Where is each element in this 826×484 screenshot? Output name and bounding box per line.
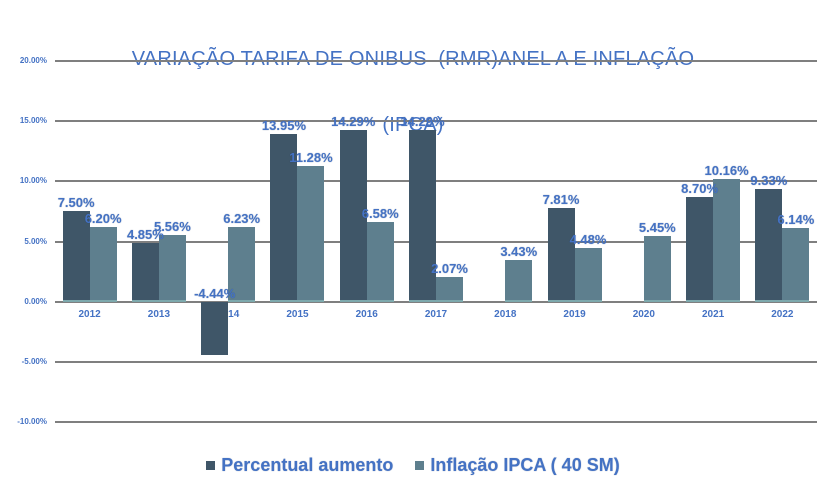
x-axis-year-label: 2012 — [78, 308, 101, 320]
bar-2018-inflacao-ipca-40-sm — [505, 260, 533, 302]
bar-2021-inflacao-ipca-40-sm — [713, 179, 741, 302]
y-axis-tick-label: 5.00% — [24, 236, 47, 246]
legend-item-inflacao-ipca-40-sm: Inflação IPCA ( 40 SM) — [415, 455, 620, 476]
legend-label: Inflação IPCA ( 40 SM) — [430, 455, 620, 475]
legend-marker-icon — [206, 461, 216, 470]
x-axis-year-label: 2020 — [632, 308, 655, 320]
bar-value-label: 6.14% — [777, 211, 815, 227]
bar-value-label: 4.85% — [126, 227, 164, 243]
gridline — [55, 300, 817, 303]
legend-marker-icon — [415, 461, 425, 470]
y-axis-tick-label: -10.00% — [17, 417, 47, 426]
bar-value-label: 8.70% — [681, 180, 719, 196]
bar-value-label: 6.58% — [361, 206, 399, 222]
y-axis-tick-label: 0.00% — [24, 296, 47, 306]
gridline — [55, 421, 817, 423]
bar-value-label: 14.29% — [331, 113, 376, 129]
bar-2015-inflacao-ipca-40-sm — [297, 165, 325, 302]
bar-value-label: 6.20% — [84, 211, 122, 227]
x-axis-year-label: 2016 — [355, 308, 378, 320]
bar-value-label: 2.07% — [431, 260, 468, 276]
bar-2014-inflacao-ipca-40-sm — [228, 226, 256, 302]
gridline — [55, 360, 817, 363]
legend-item-percentual-aumento: Percentual aumento — [206, 455, 393, 476]
x-axis-year-label: 2022 — [771, 308, 794, 320]
chart-title: VARIAÇÃO TARIFA DE ONIBUS (RMR)ANEL A E … — [0, 4, 826, 180]
bar-value-label: 6.23% — [223, 210, 261, 226]
x-axis-year-label: 2021 — [701, 308, 725, 320]
x-axis-year-label: 2019 — [563, 308, 586, 320]
y-axis-tick-label: 10.00% — [19, 176, 47, 186]
gridline — [55, 120, 817, 123]
bar-value-label: 5.56% — [153, 218, 191, 234]
bar-value-label: 9.33% — [750, 173, 788, 189]
bar-2019-inflacao-ipca-40-sm — [574, 247, 602, 302]
x-axis-year-label: 2017 — [424, 308, 448, 320]
bar-2017-percentual-aumento — [409, 129, 436, 302]
bar-value-label: 14.29% — [400, 113, 445, 129]
bar-2012-inflacao-ipca-40-sm — [89, 227, 117, 302]
bar-2013-inflacao-ipca-40-sm — [158, 234, 186, 302]
bar-value-label: -4.44% — [194, 285, 236, 301]
bar-2015-percentual-aumento — [270, 133, 298, 302]
chart-title-line1: VARIAÇÃO TARIFA DE ONIBUS (RMR)ANEL A E … — [131, 48, 695, 70]
gridline — [55, 240, 817, 243]
x-axis-year-label: 2013 — [147, 308, 171, 320]
y-axis-tick-label: 15.00% — [19, 116, 47, 126]
bar-2017-inflacao-ipca-40-sm — [436, 276, 463, 302]
bar-value-label: 5.45% — [638, 220, 676, 236]
bar-value-label: 4.48% — [569, 231, 607, 247]
bar-value-label: 11.28% — [289, 149, 333, 165]
legend: Percentual aumento Inflação IPCA ( 40 SM) — [0, 455, 826, 476]
y-axis-tick-label: 20.00% — [19, 56, 47, 65]
bar-value-label: 7.50% — [57, 195, 95, 211]
legend-label: Percentual aumento — [221, 455, 394, 475]
x-axis-year-label: 2018 — [494, 308, 517, 320]
bar-2020-inflacao-ipca-40-sm — [643, 236, 671, 302]
bar-2022-percentual-aumento — [755, 189, 783, 302]
bar-value-label: 13.95% — [261, 117, 306, 133]
y-axis-tick-label: -5.00% — [21, 356, 47, 366]
bar-2016-percentual-aumento — [339, 129, 367, 302]
bar-2019-percentual-aumento — [547, 207, 575, 302]
gridline — [55, 180, 817, 183]
bar-value-label: 10.16% — [704, 163, 749, 179]
bar-value-label: 3.43% — [500, 244, 538, 260]
bar-2021-percentual-aumento — [686, 196, 714, 302]
bar-2012-percentual-aumento — [62, 211, 90, 302]
bar-2013-percentual-aumento — [131, 243, 159, 302]
gridline — [55, 60, 817, 62]
bar-2022-inflacao-ipca-40-sm — [782, 227, 810, 302]
x-axis-year-label: 2014 — [217, 308, 240, 320]
bar-2016-inflacao-ipca-40-sm — [366, 222, 394, 302]
x-axis-year-label: 2015 — [286, 308, 309, 320]
bar-value-label: 7.81% — [542, 191, 580, 207]
bar-2014-percentual-aumento — [201, 301, 229, 356]
